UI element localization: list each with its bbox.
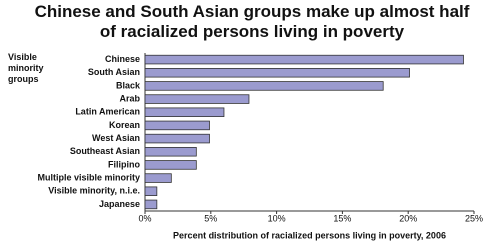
y-tick-label: Black — [116, 80, 141, 90]
x-tick-label: 0% — [138, 213, 151, 223]
bar — [144, 147, 197, 157]
x-tick-label: 20% — [399, 213, 417, 223]
bar — [144, 107, 225, 117]
bar — [144, 54, 464, 65]
bar — [144, 186, 158, 196]
x-tick-label: 15% — [333, 213, 351, 223]
bar — [144, 173, 172, 183]
x-tick-label: 10% — [268, 213, 286, 223]
y-tick-label: Visible minority, n.i.e. — [48, 186, 140, 196]
x-tick-label: 5% — [204, 213, 217, 223]
bar — [144, 120, 210, 131]
y-tick-label: West Asian — [92, 133, 140, 143]
bar — [144, 94, 250, 104]
bar — [144, 133, 210, 144]
bar — [144, 199, 158, 210]
y-tick-label: Korean — [109, 120, 140, 130]
bar — [144, 81, 384, 91]
x-tick-label: 25% — [465, 213, 483, 223]
y-tick-label: Latin American — [75, 107, 140, 117]
x-axis-label: Percent distribution of racialized perso… — [173, 230, 446, 240]
bar — [144, 68, 410, 78]
bar — [144, 160, 197, 170]
y-tick-label: Arab — [119, 93, 140, 103]
y-tick-label: Southeast Asian — [70, 146, 140, 156]
chart-title: Chinese and South Asian groups make up a… — [34, 2, 470, 41]
y-tick-label: Multiple visible minority — [37, 172, 140, 182]
y-tick-label: Japanese — [99, 199, 140, 209]
y-tick-label: Filipino — [108, 159, 140, 169]
y-tick-label: South Asian — [88, 67, 140, 77]
y-tick-label: Chinese — [105, 54, 140, 64]
y-axis-label: Visible minority groups — [8, 52, 44, 84]
